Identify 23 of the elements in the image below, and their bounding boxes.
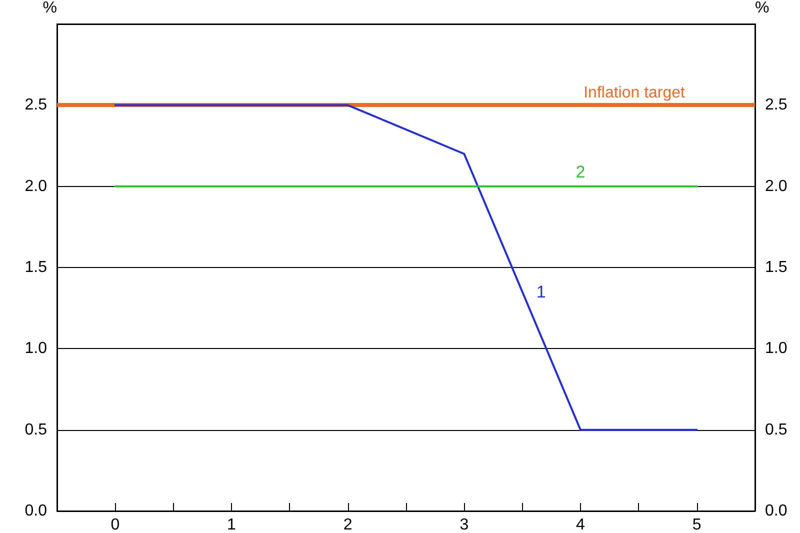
y2-tick-label: 1.5 bbox=[765, 259, 788, 276]
x-tick-label: 3 bbox=[460, 516, 469, 533]
y-tick-label: 2.5 bbox=[24, 96, 48, 114]
x-tick-label: 4 bbox=[576, 516, 586, 533]
y-tick-label: 0.5 bbox=[24, 421, 48, 438]
y2-axis-title: % bbox=[755, 0, 770, 16]
y2-tick-label: 2.0 bbox=[765, 178, 788, 195]
y-tick-label: 1.0 bbox=[24, 340, 48, 358]
ref-line-label: Inflation target bbox=[584, 84, 686, 102]
y-tick-label: 0.0 bbox=[24, 502, 48, 520]
y2-tick-label: 0.0 bbox=[765, 502, 788, 520]
y-axis-title: % bbox=[42, 0, 57, 16]
series-label: 1 bbox=[536, 282, 546, 302]
x-tick-label: 5 bbox=[692, 516, 702, 533]
x-tick-label: 0 bbox=[110, 516, 120, 533]
series-label: 2 bbox=[576, 162, 586, 182]
y2-tick-label: 2.5 bbox=[765, 96, 788, 114]
y2-tick-label: 0.5 bbox=[765, 421, 788, 438]
y-tick-label: 1.5 bbox=[24, 259, 48, 276]
y2-tick-label: 1.0 bbox=[765, 340, 788, 358]
x-tick-label: 1 bbox=[227, 516, 236, 533]
y-tick-label: 2.0 bbox=[24, 178, 48, 195]
x-tick-label: 2 bbox=[343, 516, 352, 533]
